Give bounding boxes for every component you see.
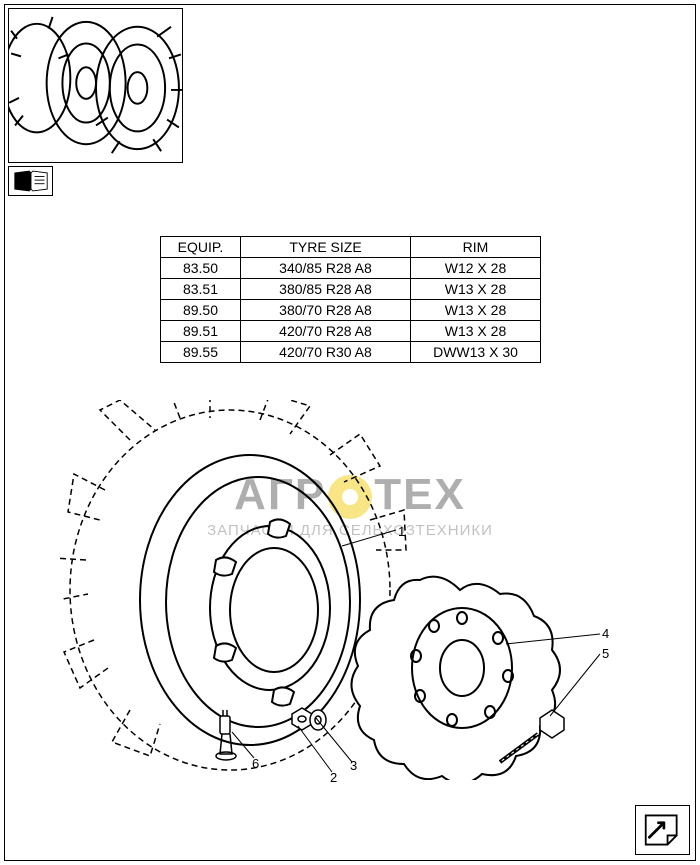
table-row: 89.50380/70 R28 A8W13 X 28 xyxy=(161,300,541,321)
manual-book-icon xyxy=(13,169,49,193)
table-header-row: EQUIP. TYRE SIZE RIM xyxy=(161,237,541,258)
manual-book-tab xyxy=(8,166,53,196)
note-tab xyxy=(635,805,690,855)
table-body: 83.50340/85 R28 A8W12 X 2883.51380/85 R2… xyxy=(161,258,541,363)
table-cell: W13 X 28 xyxy=(411,300,541,321)
table-cell: 83.51 xyxy=(161,279,241,300)
col-rim: RIM xyxy=(411,237,541,258)
note-arrow-icon xyxy=(640,810,686,850)
callout-6: 6 xyxy=(252,756,259,771)
table-cell: 340/85 R28 A8 xyxy=(241,258,411,279)
callout-3: 3 xyxy=(350,758,357,773)
table-cell: 89.55 xyxy=(161,342,241,363)
table-cell: DWW13 X 30 xyxy=(411,342,541,363)
table-cell: 380/85 R28 A8 xyxy=(241,279,411,300)
table-cell: 420/70 R30 A8 xyxy=(241,342,411,363)
table-cell: 380/70 R28 A8 xyxy=(241,300,411,321)
wheels-thumbnail-box xyxy=(8,8,183,163)
table-cell: W13 X 28 xyxy=(411,279,541,300)
callout-2: 2 xyxy=(330,770,337,785)
callout-5: 5 xyxy=(602,646,609,661)
col-tyre-size: TYRE SIZE xyxy=(241,237,411,258)
col-equip: EQUIP. xyxy=(161,237,241,258)
exploded-diagram xyxy=(60,400,650,780)
table-cell: 89.50 xyxy=(161,300,241,321)
table-cell: 89.51 xyxy=(161,321,241,342)
table-cell: W12 X 28 xyxy=(411,258,541,279)
table-row: 83.51380/85 R28 A8W13 X 28 xyxy=(161,279,541,300)
table-row: 89.51420/70 R28 A8W13 X 28 xyxy=(161,321,541,342)
rim xyxy=(140,455,360,745)
table-cell: 420/70 R28 A8 xyxy=(241,321,411,342)
callout-4: 4 xyxy=(602,626,609,641)
table-row: 89.55420/70 R30 A8DWW13 X 30 xyxy=(161,342,541,363)
callout-1: 1 xyxy=(398,524,405,539)
table-cell: 83.50 xyxy=(161,258,241,279)
tyre-equip-table: EQUIP. TYRE SIZE RIM 83.50340/85 R28 A8W… xyxy=(160,236,541,363)
nut-washer xyxy=(292,708,326,730)
wheels-thumbnail-icon xyxy=(9,9,182,162)
table-row: 83.50340/85 R28 A8W12 X 28 xyxy=(161,258,541,279)
table-cell: W13 X 28 xyxy=(411,321,541,342)
wheel-disc xyxy=(351,577,560,780)
valve-stem xyxy=(216,710,236,760)
